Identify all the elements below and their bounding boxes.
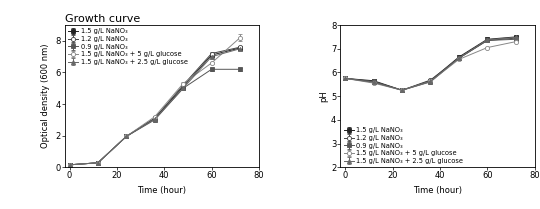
- X-axis label: Time (hour): Time (hour): [137, 186, 186, 195]
- Y-axis label: pH: pH: [319, 90, 328, 102]
- Y-axis label: Optical density (600 nm): Optical density (600 nm): [40, 44, 50, 148]
- Legend: 1.5 g/L NaNO₃, 1.2 g/L NaNO₃, 0.9 g/L NaNO₃, 1.5 g/L NaNO₃ + 5 g/L glucose, 1.5 : 1.5 g/L NaNO₃, 1.2 g/L NaNO₃, 0.9 g/L Na…: [67, 27, 189, 66]
- Text: Growth curve: Growth curve: [65, 14, 140, 24]
- Legend: 1.5 g/L NaNO₃, 1.2 g/L NaNO₃, 0.9 g/L NaNO₃, 1.5 g/L NaNO₃ + 5 g/L glucose, 1.5 : 1.5 g/L NaNO₃, 1.2 g/L NaNO₃, 0.9 g/L Na…: [342, 126, 465, 165]
- X-axis label: Time (hour): Time (hour): [413, 186, 462, 195]
